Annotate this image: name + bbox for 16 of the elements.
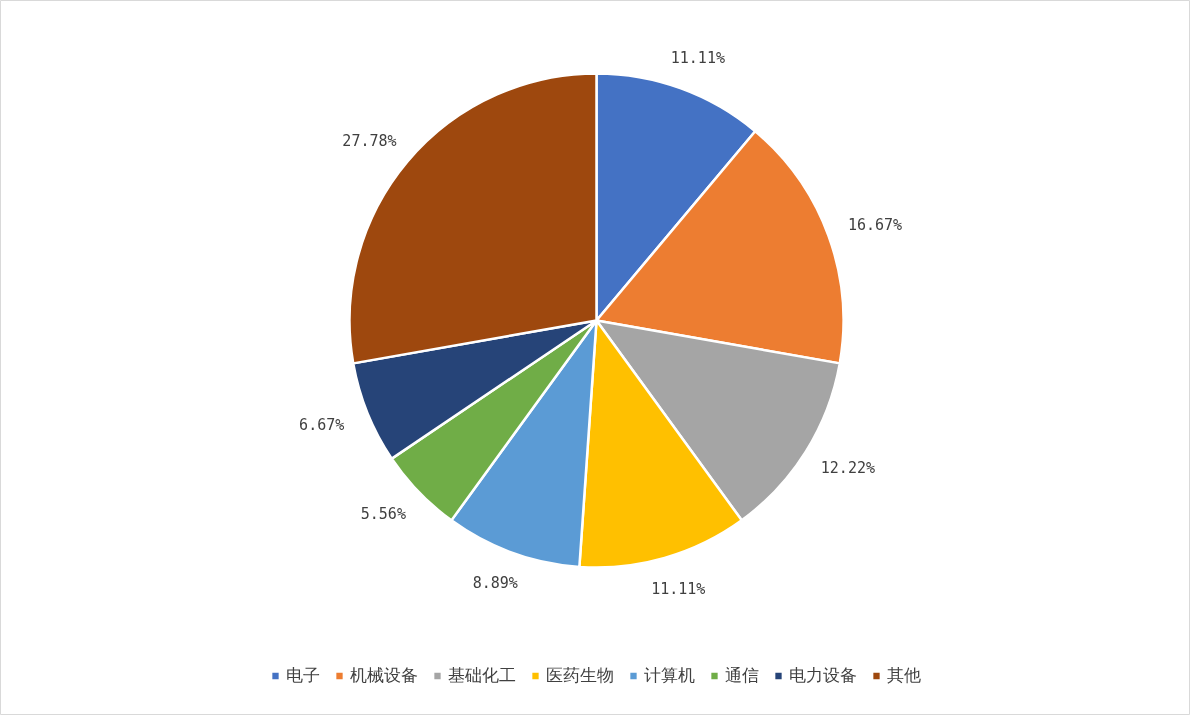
data-label: 5.56% [360, 505, 406, 524]
data-label: 11.11% [670, 49, 725, 68]
legend-label: 通信 [724, 664, 759, 687]
legend-label: 基础化工 [447, 664, 516, 687]
data-label: 12.22% [820, 459, 875, 478]
legend-label: 电力设备 [788, 664, 857, 687]
legend-label: 其他 [886, 664, 921, 687]
legend-label: 电子 [285, 664, 320, 687]
data-label: 8.89% [472, 573, 518, 592]
data-label: 11.11% [651, 579, 706, 598]
data-label: 6.67% [299, 416, 345, 435]
legend-label: 医药生物 [545, 664, 614, 687]
data-label: 27.78% [342, 132, 397, 151]
data-label: 16.67% [847, 216, 903, 235]
legend-label: 机械设备 [349, 664, 418, 687]
legend-label: 计算机 [643, 664, 695, 687]
